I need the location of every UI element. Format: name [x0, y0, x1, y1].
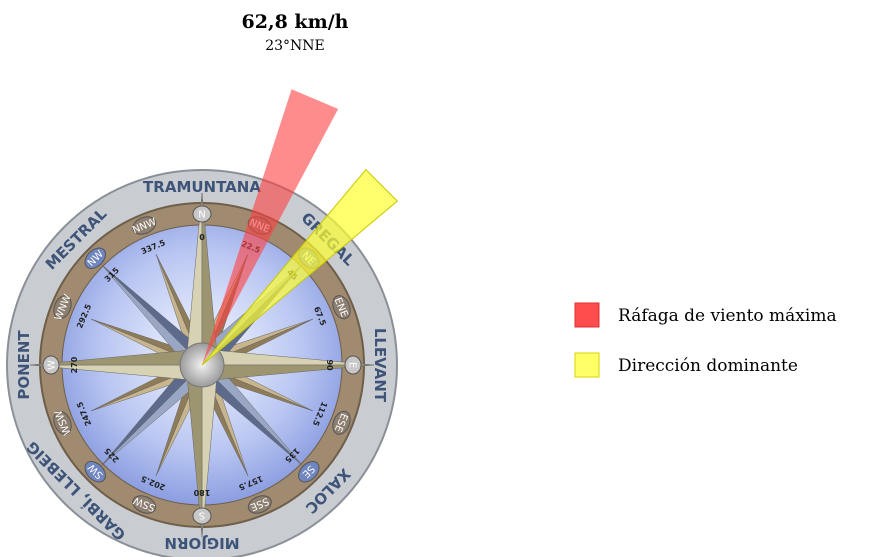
- point-label: N: [198, 210, 205, 221]
- point-label: W: [47, 360, 58, 370]
- wind-name: LLEVANT: [371, 328, 389, 403]
- page: 62,8 km/h 23°NNE Ráfaga de viento máxima…: [0, 0, 876, 557]
- legend-swatch: [575, 353, 599, 377]
- degree-label: 90: [325, 359, 334, 371]
- degree-label: 180: [193, 488, 210, 497]
- point-label: E: [347, 362, 358, 368]
- compass-point: E: [345, 356, 361, 374]
- wind-name: TRAMUNTANA: [143, 178, 261, 196]
- degree-label: 0: [199, 233, 205, 242]
- gust-speed: 62,8 km/h: [242, 11, 349, 33]
- legend-label: Ráfaga de viento máxima: [618, 306, 837, 326]
- compass-point: S: [193, 508, 211, 524]
- legend-label: Dirección dominante: [618, 356, 798, 376]
- wind-name: PONENT: [15, 330, 33, 400]
- wind-rose: 62,8 km/h 23°NNE Ráfaga de viento máxima…: [0, 0, 876, 557]
- point-label: S: [199, 510, 205, 521]
- degree-label: 270: [70, 356, 79, 373]
- legend-swatch: [575, 303, 599, 327]
- gust-direction: 23°NNE: [265, 38, 325, 54]
- compass-point: N: [193, 206, 211, 222]
- compass-point: W: [43, 356, 59, 374]
- wind-name: MIGJORN: [164, 534, 239, 552]
